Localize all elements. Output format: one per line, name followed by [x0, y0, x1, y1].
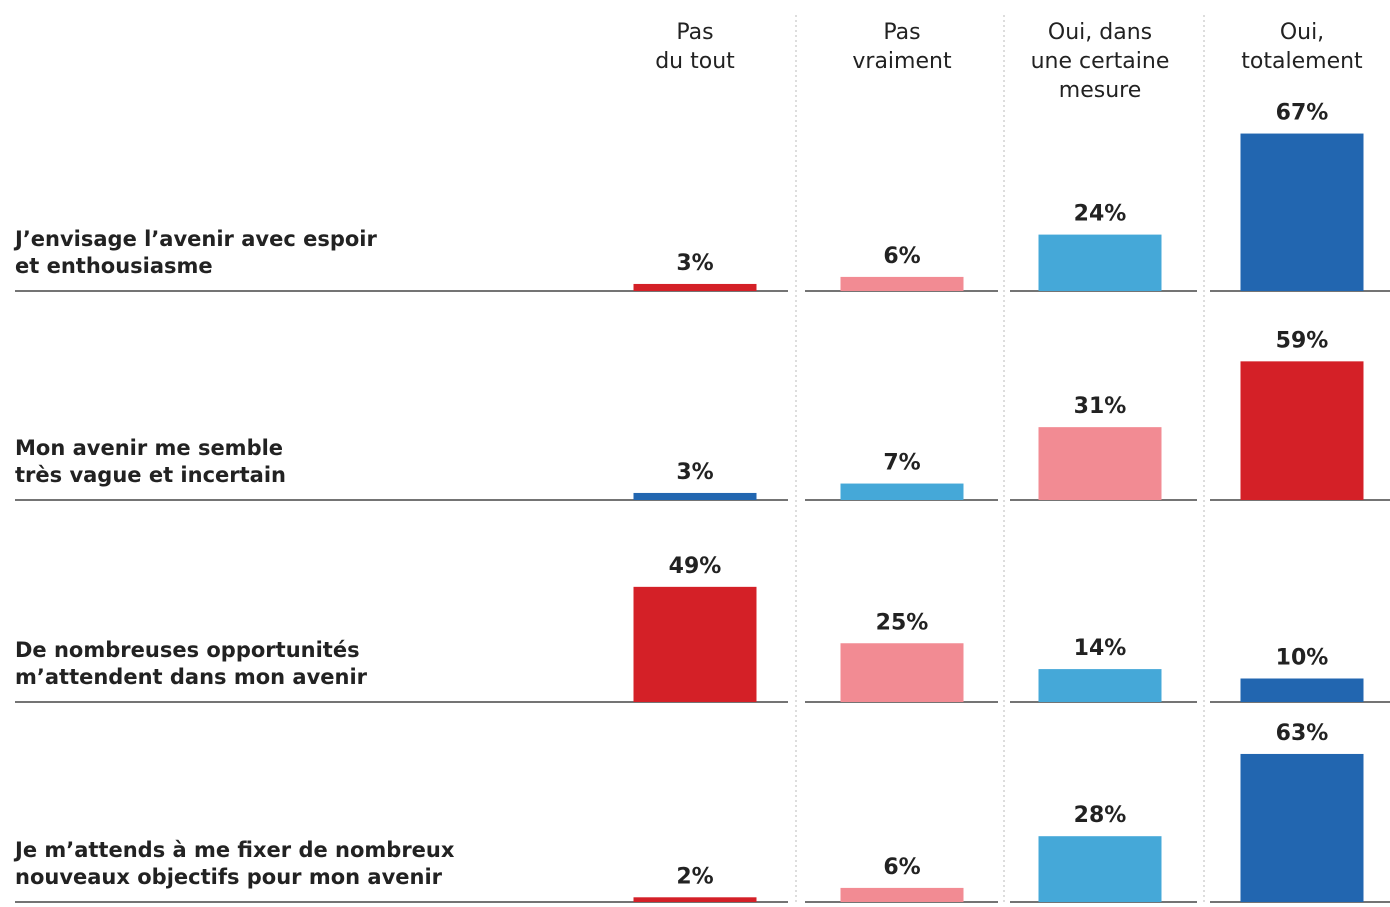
value-label: 10%	[1276, 646, 1329, 671]
value-label: 3%	[676, 460, 713, 485]
value-label: 63%	[1276, 721, 1329, 746]
row-label: très vague et incertain	[15, 463, 286, 487]
column-header: vraiment	[852, 49, 952, 74]
value-label: 25%	[876, 610, 929, 635]
column-header: Pas	[883, 20, 920, 45]
column-header: du tout	[655, 49, 735, 74]
value-label: 14%	[1074, 636, 1127, 661]
bar	[1038, 427, 1162, 500]
value-label: 31%	[1074, 394, 1127, 419]
bar	[633, 283, 757, 291]
column-header: Oui, dans	[1048, 20, 1152, 45]
row-label: J’envisage l’avenir avec espoir	[13, 227, 377, 251]
bar	[633, 492, 757, 500]
value-label: 7%	[883, 451, 920, 476]
bar	[840, 887, 964, 902]
row-label: Je m’attends à me fixer de nombreux	[13, 838, 455, 862]
value-label: 6%	[883, 244, 920, 269]
column-header: Oui,	[1280, 20, 1324, 45]
bar	[840, 643, 964, 702]
column-header: mesure	[1059, 78, 1141, 103]
row-label: Mon avenir me semble	[15, 436, 283, 460]
value-label: 49%	[669, 554, 722, 579]
bar	[840, 276, 964, 291]
bar	[633, 586, 757, 702]
value-label: 24%	[1074, 202, 1127, 227]
value-label: 3%	[676, 251, 713, 276]
bar	[840, 483, 964, 500]
value-label: 28%	[1074, 803, 1127, 828]
column-header: Pas	[676, 20, 713, 45]
bar	[1240, 678, 1364, 702]
bar	[1038, 836, 1162, 902]
value-label: 59%	[1276, 328, 1329, 353]
row-label: m’attendent dans mon avenir	[15, 665, 368, 689]
bar	[1240, 361, 1364, 500]
value-label: 6%	[883, 855, 920, 880]
value-label: 2%	[676, 864, 713, 889]
bar	[1038, 234, 1162, 291]
row-label: nouveaux objectifs pour mon avenir	[15, 865, 443, 889]
row-label: et enthousiasme	[15, 254, 213, 278]
bar	[1240, 133, 1364, 291]
value-label: 67%	[1276, 101, 1329, 126]
row-label: De nombreuses opportunités	[15, 638, 360, 662]
bar	[1038, 669, 1162, 702]
bar	[633, 897, 757, 902]
bar	[1240, 753, 1364, 902]
column-header: une certaine	[1031, 49, 1170, 74]
separators	[795, 15, 1205, 903]
column-header: totalement	[1241, 49, 1363, 74]
